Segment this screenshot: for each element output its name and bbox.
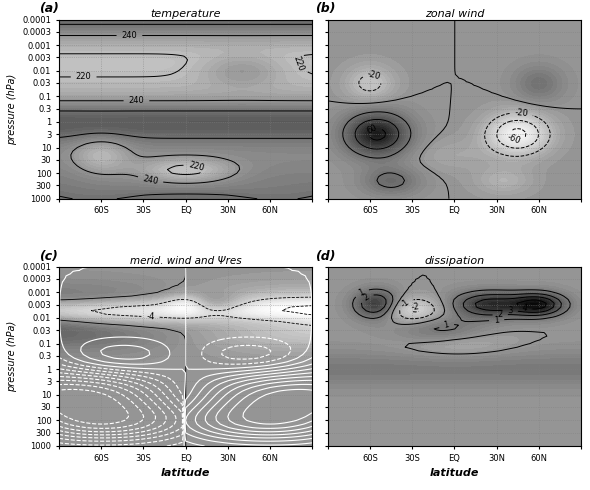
- Text: 1: 1: [443, 320, 450, 330]
- X-axis label: latitude: latitude: [430, 468, 479, 478]
- Title: zonal wind: zonal wind: [425, 9, 484, 19]
- Title: dissipation: dissipation: [424, 256, 484, 266]
- Y-axis label: pressure (hPa): pressure (hPa): [7, 321, 17, 392]
- Y-axis label: pressure (hPa): pressure (hPa): [7, 74, 17, 145]
- Text: 220: 220: [291, 54, 305, 73]
- Text: 3: 3: [507, 306, 513, 315]
- Text: 240: 240: [142, 174, 159, 186]
- Text: -2: -2: [411, 302, 419, 312]
- Text: 1: 1: [358, 287, 366, 297]
- Text: 60: 60: [365, 123, 379, 136]
- Text: -60: -60: [506, 133, 522, 146]
- Text: 240: 240: [122, 31, 137, 40]
- Title: temperature: temperature: [150, 9, 221, 19]
- Text: (c): (c): [39, 249, 58, 263]
- X-axis label: latitude: latitude: [161, 468, 211, 478]
- Text: 220: 220: [188, 160, 205, 172]
- Title: merid. wind and Ψres: merid. wind and Ψres: [130, 256, 241, 266]
- Text: 240: 240: [129, 96, 145, 105]
- Text: -4: -4: [146, 312, 155, 321]
- Text: 4: 4: [522, 303, 528, 313]
- Text: (d): (d): [315, 249, 336, 263]
- Text: -20: -20: [514, 108, 529, 118]
- Text: 220: 220: [76, 73, 91, 81]
- Text: (b): (b): [315, 2, 336, 16]
- Text: 2: 2: [362, 292, 371, 302]
- Text: 1: 1: [494, 316, 500, 325]
- Text: -1: -1: [399, 297, 411, 309]
- Text: (a): (a): [39, 2, 58, 16]
- Text: -20: -20: [366, 70, 381, 82]
- Text: 2: 2: [497, 310, 503, 319]
